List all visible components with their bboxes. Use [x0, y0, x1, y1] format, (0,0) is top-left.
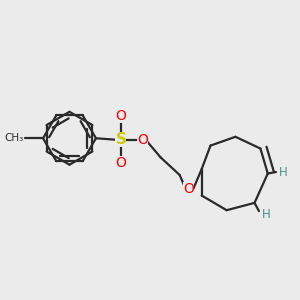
- Text: S: S: [116, 132, 126, 147]
- Text: CH₃: CH₃: [5, 133, 24, 143]
- Text: O: O: [137, 133, 148, 147]
- Text: O: O: [183, 182, 194, 196]
- Text: O: O: [116, 156, 126, 170]
- Text: H: H: [262, 208, 271, 220]
- Text: H: H: [279, 166, 288, 178]
- Text: O: O: [116, 109, 126, 123]
